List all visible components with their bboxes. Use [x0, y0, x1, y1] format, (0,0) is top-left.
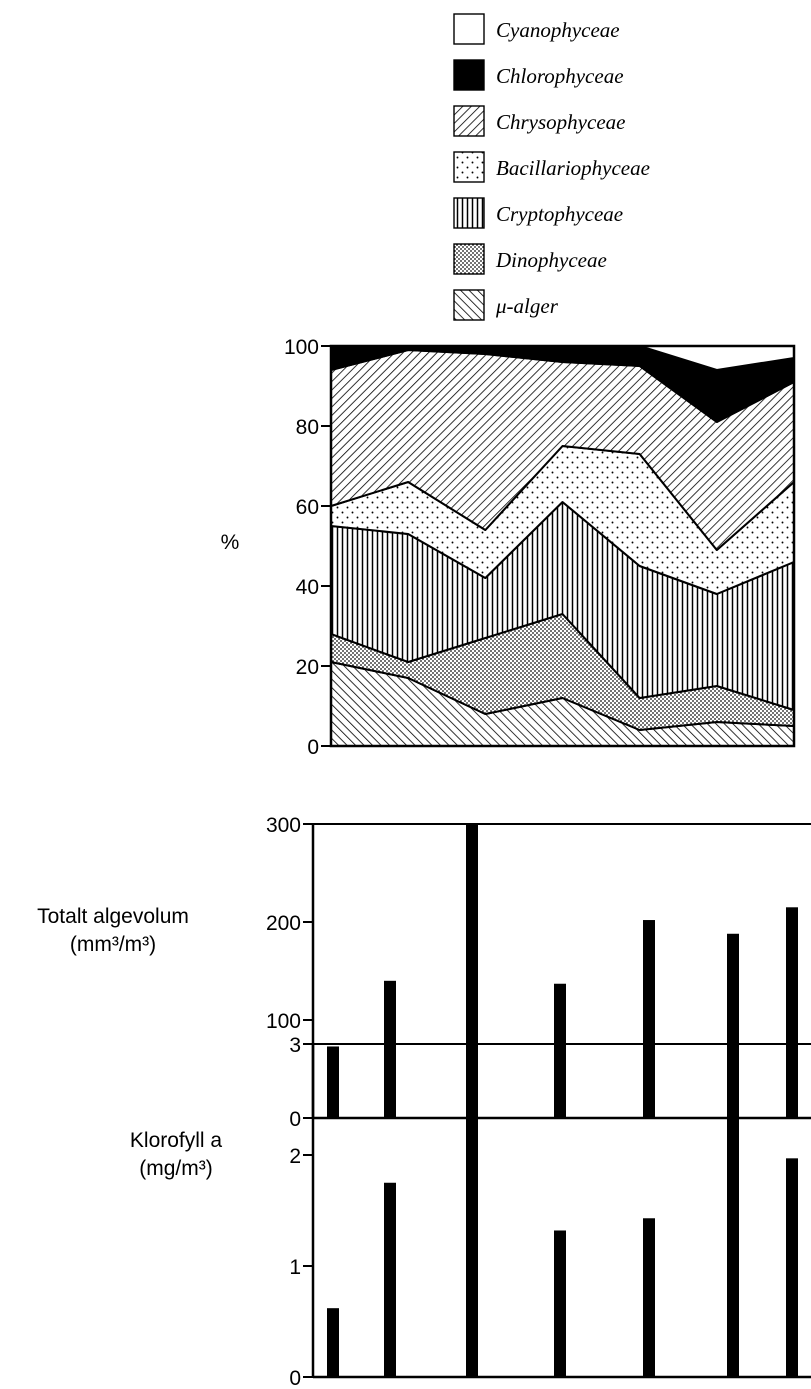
legend-swatch-cryptophyceae [453, 197, 485, 229]
chlorophyll-bar [786, 1158, 798, 1377]
legend-swatch-chrysophyceae [453, 105, 485, 137]
chlorophyll-y-axis-label-line1: Klorofyll a [130, 1129, 223, 1152]
chlorophyll-bar [727, 1102, 739, 1377]
legend: Cyanophyceae Chlorophyceae Chrysophyceae Ba… [453, 13, 650, 321]
volume-y-axis-label-line1: Totalt algevolum [37, 905, 189, 928]
area-y-tick-label: 100 [284, 336, 319, 359]
chlorophyll-y-tick-label: 1 [289, 1256, 301, 1279]
area-y-axis: 0 20 40 60 80 100 [284, 336, 796, 759]
legend-swatch-mu-alger [453, 289, 485, 321]
volume-y-tick-label: 200 [266, 912, 301, 935]
chlorophyll-bar [554, 1230, 566, 1377]
volume-y-tick-label: 300 [266, 814, 301, 837]
chlorophyll-y-tick-label: 2 [289, 1145, 301, 1168]
area-y-tick-label: 60 [296, 496, 319, 519]
chlorophyll-y-tick-label: 0 [289, 1367, 301, 1389]
bar-chart-chlorophyll: 0 1 2 3 Klorofyll a (mg/m³) [130, 1034, 811, 1389]
area-layers [330, 345, 795, 747]
legend-label-dinophyceae: Dinophyceae [495, 248, 607, 272]
volume-bar [727, 933, 739, 1118]
legend-swatch-dinophyceae [453, 243, 485, 275]
legend-swatch-chlorophyceae [453, 59, 485, 91]
volume-bar [466, 824, 478, 1118]
volume-bar [327, 1046, 339, 1118]
chlorophyll-bar [327, 1308, 339, 1377]
legend-label-cryptophyceae: Cryptophyceae [496, 202, 623, 226]
area-y-tick-label: 20 [296, 656, 319, 679]
area-y-tick-label: 40 [296, 576, 319, 599]
legend-swatch-bacillariophyceae [453, 151, 485, 183]
chlorophyll-bar [643, 1218, 655, 1377]
volume-bar [554, 983, 566, 1118]
legend-label-chlorophyceae: Chlorophyceae [496, 64, 624, 88]
legend-label-chrysophyceae: Chrysophyceae [496, 110, 625, 134]
volume-y-axis-label-line2: (mm³/m³) [70, 933, 156, 956]
chlorophyll-y-tick-label: 3 [289, 1034, 301, 1057]
area-y-tick-label: 80 [296, 416, 319, 439]
chlorophyll-y-axis-label-line2: (mg/m³) [139, 1157, 212, 1180]
chlorophyll-bar [384, 1182, 396, 1377]
volume-y-tick-label: 100 [266, 1010, 301, 1033]
chlorophyll-bars [327, 1102, 798, 1377]
chlorophyll-bar [466, 1113, 478, 1377]
volume-y-tick-label: 0 [289, 1108, 301, 1131]
area-chart: 0 20 40 60 80 100 % [221, 336, 796, 759]
legend-label-cyanophyceae: Cyanophyceae [496, 18, 620, 42]
volume-bar [643, 920, 655, 1118]
area-y-tick-label: 0 [307, 736, 319, 759]
legend-label-bacillariophyceae: Bacillariophyceae [496, 156, 650, 180]
legend-swatch-cyanophyceae [453, 13, 485, 45]
area-y-axis-label: % [221, 531, 240, 554]
volume-bar [786, 907, 798, 1118]
legend-label-mu-alger: μ-alger [495, 294, 559, 318]
bar-chart-total-algae-volume: 0 100 200 300 Totalt algevolum (mm³/m³) [37, 814, 811, 1131]
volume-bar [384, 980, 396, 1118]
area-plot-frame [329, 344, 796, 748]
volume-bars [327, 824, 798, 1118]
